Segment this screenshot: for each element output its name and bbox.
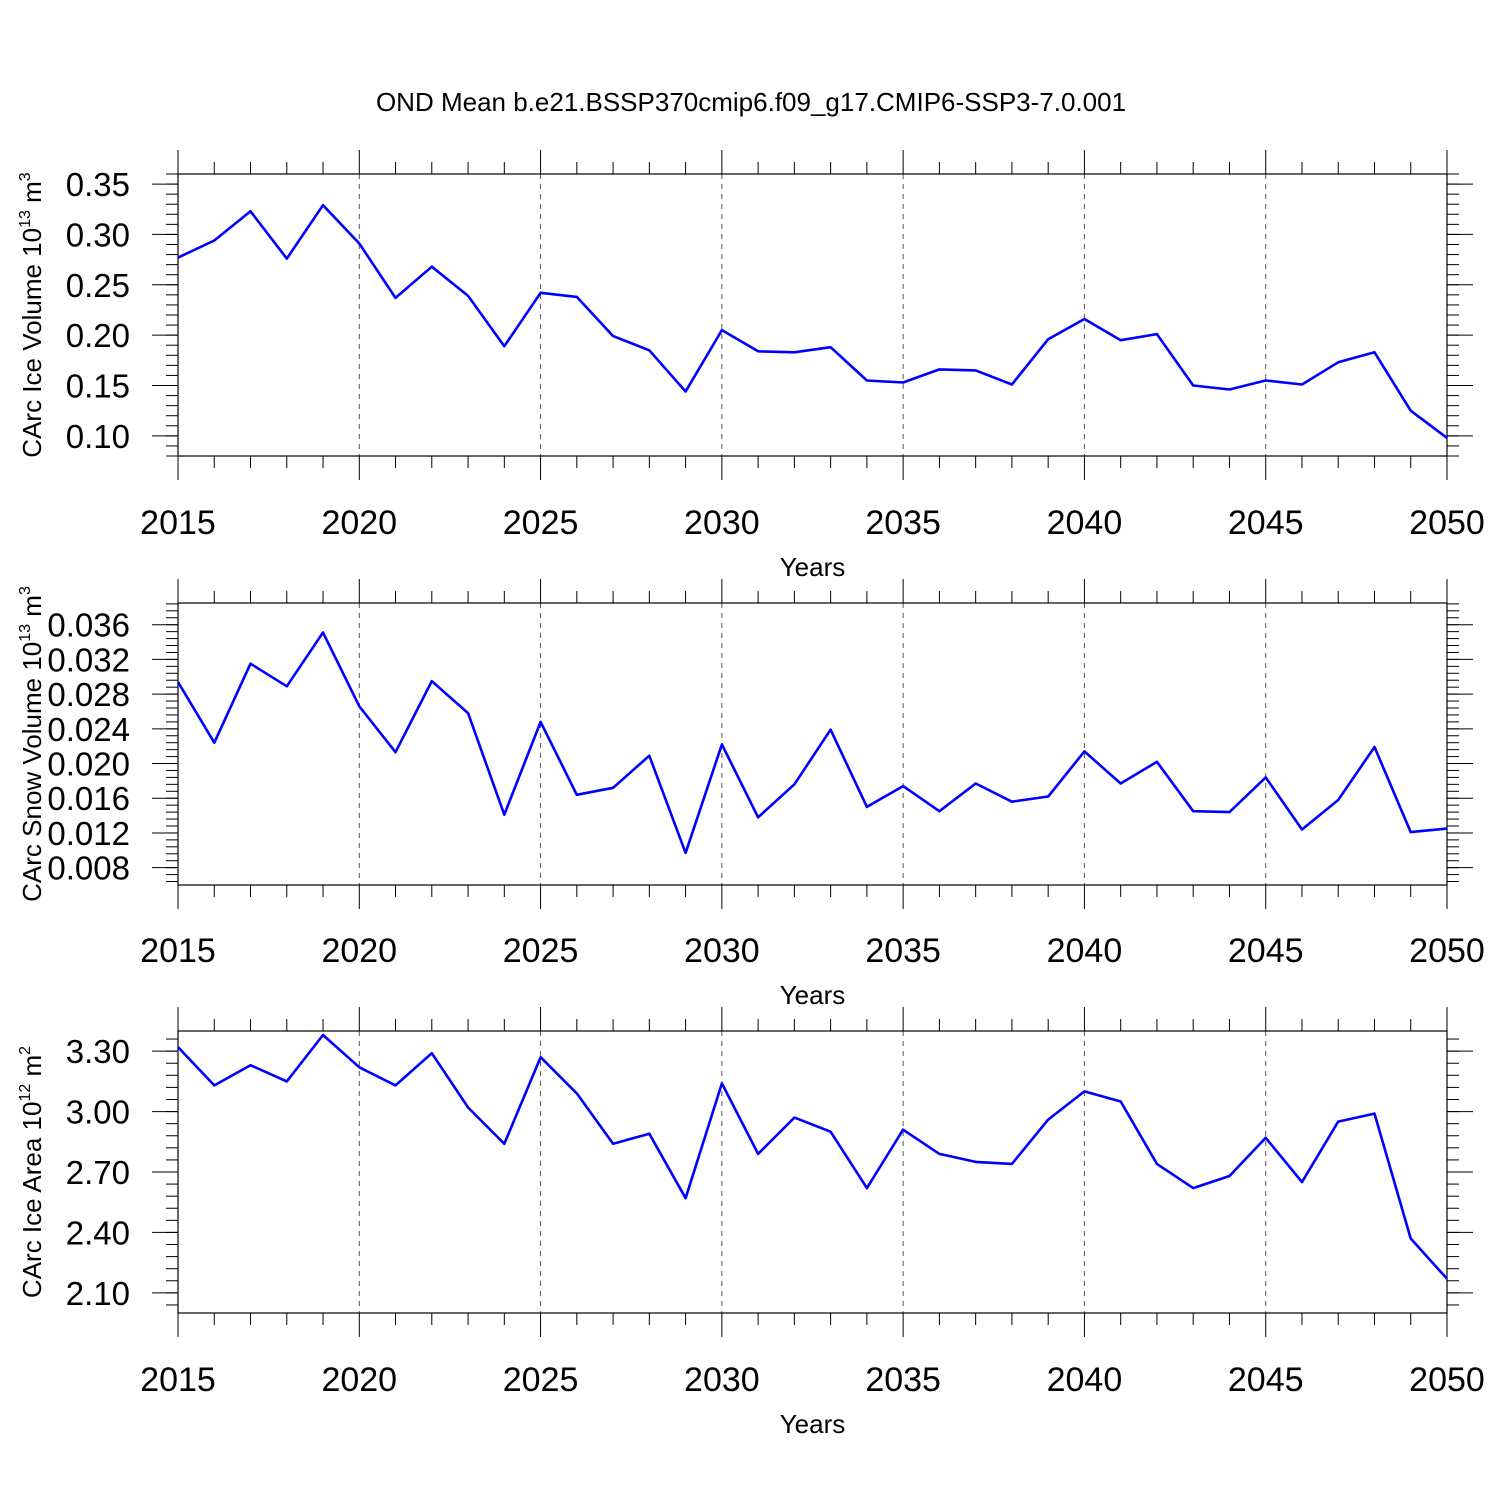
x-tick-label: 2020 [321, 932, 397, 970]
x-tick-label: 2040 [1047, 1361, 1123, 1399]
y-tick-label: 2.10 [66, 1275, 130, 1312]
y-tick-label: 0.35 [66, 166, 130, 203]
y-axis-label: CArc Ice Area 1012 m2 [17, 1046, 47, 1298]
plot-frame [177, 602, 1448, 886]
chart-panel-1: 0.10 0.15 0.20 0.25 0.30 0.35 2015 2020 2025 2030… [17, 150, 1485, 582]
y-tick-label: 3.00 [66, 1094, 130, 1131]
plot-frame [177, 173, 1448, 457]
y-tick-label: 0.30 [66, 216, 130, 253]
y-tick-label: 0.10 [66, 418, 130, 455]
x-axis-label: Years [780, 1409, 846, 1439]
y-tick-label: 0.020 [47, 746, 130, 783]
y-axis-label: CArc Ice Volume 1013 m3 [17, 172, 47, 457]
x-tick-label: 2040 [1047, 932, 1123, 970]
x-tick-label: 2025 [503, 504, 579, 542]
y-axis-label: CArc Snow Volume 1013 m3 [17, 586, 47, 902]
y-tick-label: 0.036 [47, 607, 130, 644]
chart-title: OND Mean b.e21.BSSP370cmip6.f09_g17.CMIP… [376, 87, 1126, 117]
x-tick-label: 2035 [865, 932, 941, 970]
y-tick-label: 0.012 [47, 815, 130, 852]
x-tick-label: 2040 [1047, 504, 1123, 542]
x-tick-label: 2050 [1409, 932, 1485, 970]
y-tick-label: 0.032 [47, 641, 130, 678]
x-tick-label: 2030 [684, 1361, 760, 1399]
chart-panel-3: 2.10 2.40 2.70 3.00 3.30 2015 2020 2025 2030 2035… [17, 1007, 1485, 1439]
y-tick-label: 0.20 [66, 317, 130, 354]
series-line [177, 203, 1448, 439]
x-tick-label: 2030 [684, 932, 760, 970]
y-tick-label: 0.15 [66, 368, 130, 405]
y-tick-label: 0.008 [47, 850, 130, 887]
x-tick-label: 2050 [1409, 1361, 1485, 1399]
x-tick-label: 2030 [684, 504, 760, 542]
x-tick-label: 2025 [503, 932, 579, 970]
series-line [176, 631, 1448, 855]
x-tick-label: 2045 [1228, 932, 1304, 970]
y-tick-label: 3.30 [66, 1033, 130, 1070]
y-tick-label: 0.024 [47, 711, 130, 748]
plot-frame [177, 1030, 1448, 1314]
x-tick-label: 2045 [1228, 504, 1304, 542]
x-tick-label: 2045 [1228, 1361, 1304, 1399]
x-tick-label: 2015 [140, 1361, 216, 1399]
y-tick-label: 2.70 [66, 1154, 130, 1191]
x-axis-label: Years [780, 980, 846, 1010]
x-tick-label: 2020 [321, 1361, 397, 1399]
x-tick-label: 2050 [1409, 504, 1485, 542]
x-tick-label: 2015 [140, 932, 216, 970]
y-tick-label: 0.25 [66, 267, 130, 304]
x-tick-label: 2035 [865, 1361, 941, 1399]
x-tick-label: 2025 [503, 1361, 579, 1399]
y-tick-label: 0.028 [47, 676, 130, 713]
x-tick-label: 2020 [321, 504, 397, 542]
x-tick-label: 2015 [140, 504, 216, 542]
series-line [177, 1033, 1448, 1280]
chart-panel-2: 0.0080.0120.0160.0200.0240.0280.0320.036… [17, 579, 1485, 1010]
x-tick-label: 2035 [865, 504, 941, 542]
x-axis-label: Years [780, 552, 846, 582]
y-tick-label: 2.40 [66, 1214, 130, 1251]
y-tick-label: 0.016 [47, 780, 130, 817]
